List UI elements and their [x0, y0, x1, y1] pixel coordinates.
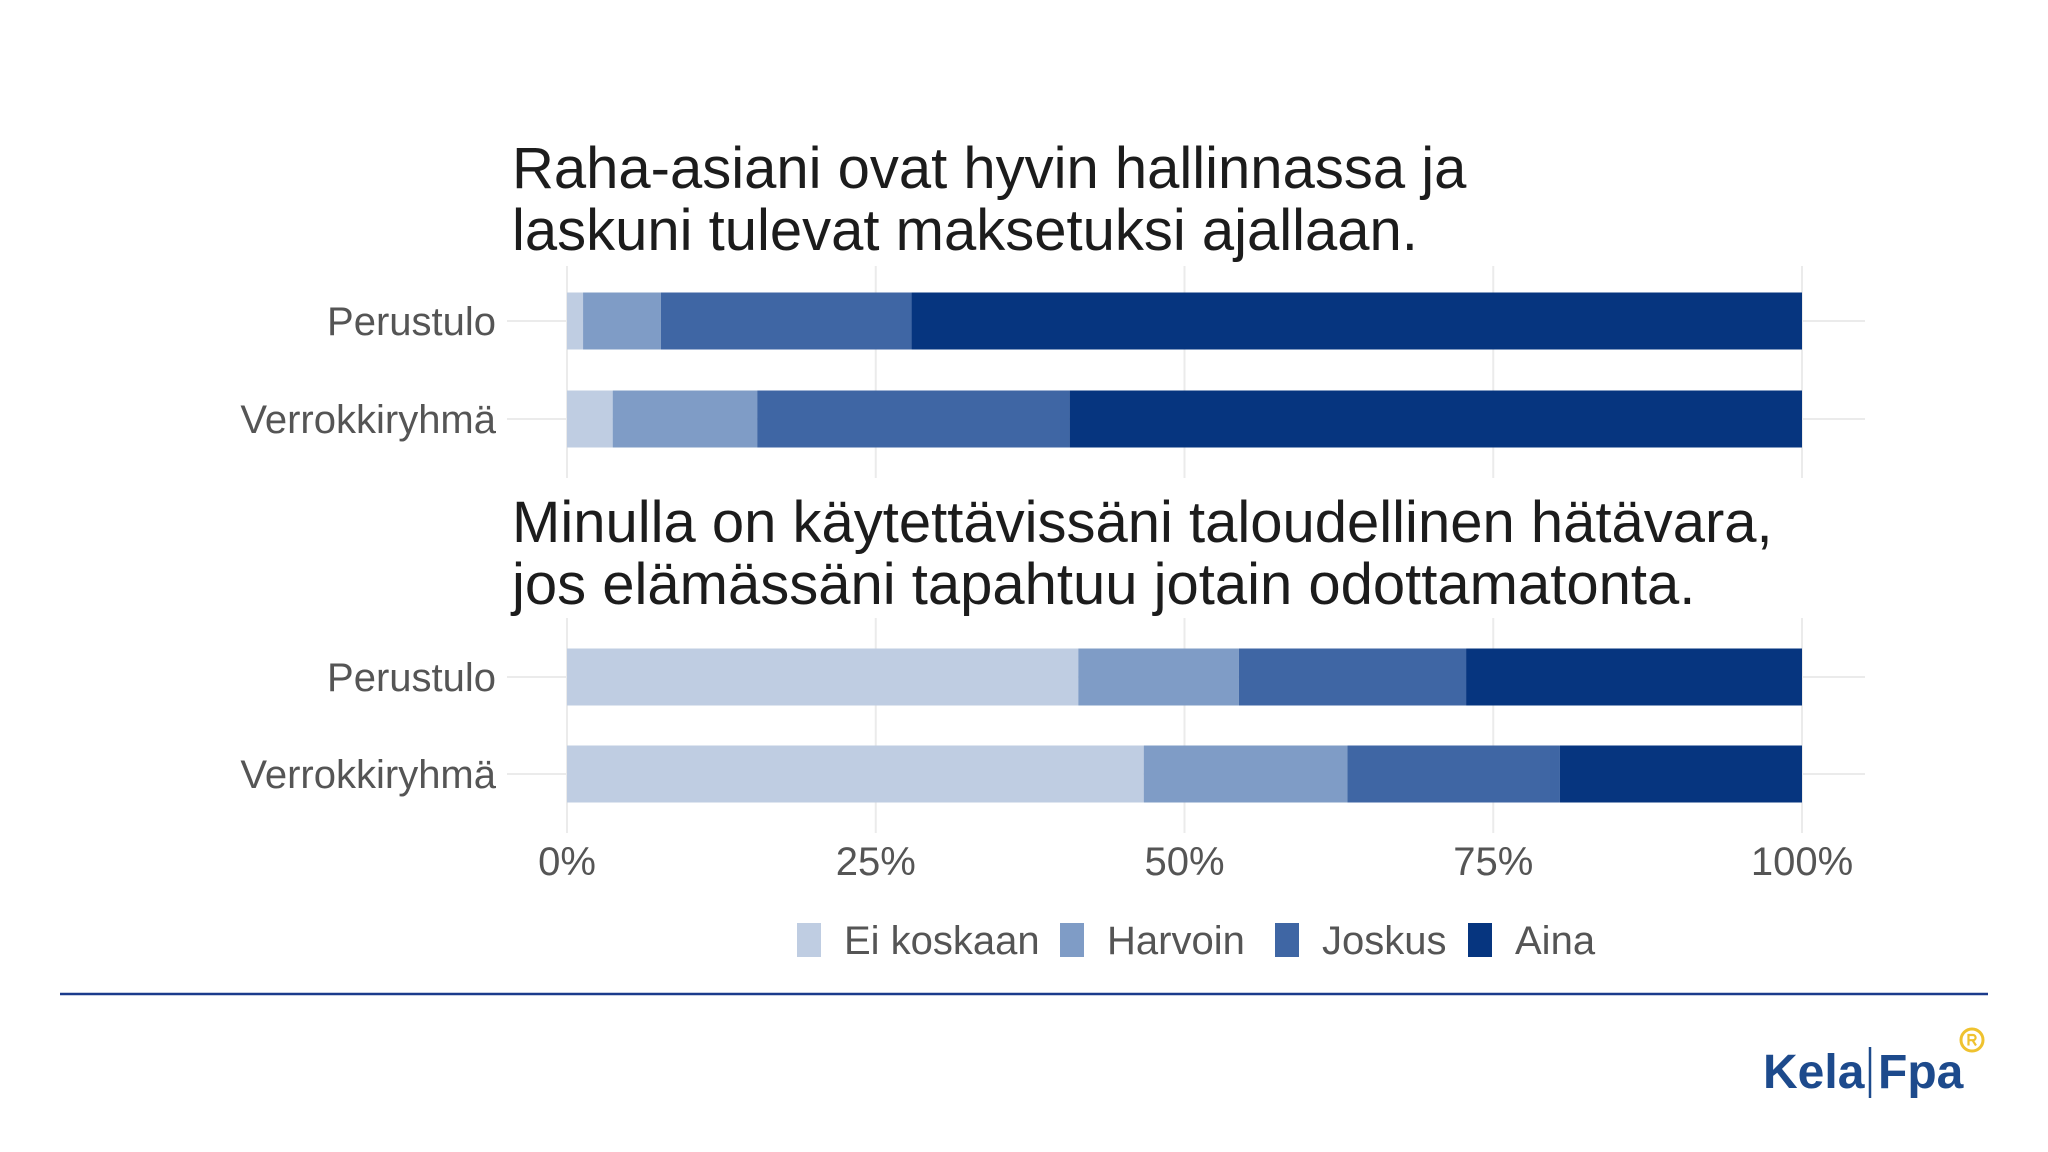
panel-title: Raha-asiani ovat hyvin hallinnassa ja la…	[512, 136, 1467, 263]
bar-segment-ei-koskaan	[567, 648, 1079, 706]
bar-segment-harvoin	[1143, 745, 1348, 803]
legend-key	[1275, 923, 1299, 957]
x-tick-label: 100%	[1751, 840, 1853, 884]
chart-panel: Perustulo Verrokkiryhmä	[240, 618, 1865, 833]
bar-segment-joskus	[1347, 745, 1560, 803]
bar-segment-joskus	[1238, 648, 1467, 706]
legend-item-joskus: Joskus	[1275, 919, 1447, 963]
legend: Ei koskaan Harvoin Joskus Aina	[797, 919, 1596, 963]
legend-item-ei-koskaan: Ei koskaan	[797, 919, 1040, 963]
logo-text-fpa: Fpa	[1878, 1046, 1964, 1099]
bar-segment-aina	[911, 292, 1802, 350]
panel-title: Minulla on käytettävissäni taloudellinen…	[512, 490, 1773, 617]
badge-glyph	[1967, 1033, 1977, 1047]
bar-segment-aina	[1559, 745, 1802, 803]
bar-segment-harvoin	[612, 390, 758, 448]
x-tick-label: 25%	[836, 840, 916, 884]
bar-segment-ei-koskaan	[567, 292, 584, 350]
y-axis-label: Perustulo	[327, 656, 496, 700]
legend-label: Aina	[1515, 919, 1596, 963]
legend-label: Joskus	[1322, 919, 1447, 963]
bar-segment-harvoin	[583, 292, 661, 350]
legend-item-aina: Aina	[1468, 919, 1596, 963]
legend-key	[1060, 923, 1084, 957]
badge-ring	[1959, 1027, 1985, 1053]
bar-segment-aina	[1069, 390, 1802, 448]
bar-segment-joskus	[757, 390, 1070, 448]
bar-segment-aina	[1466, 648, 1802, 706]
legend-label: Harvoin	[1107, 919, 1245, 963]
x-axis: 0% 25% 50% 75% 100%	[538, 840, 1853, 884]
y-axis-label: Verrokkiryhmä	[240, 398, 496, 442]
chart-panel: Perustulo Verrokkiryhmä	[240, 266, 1865, 478]
logo-text-kela: Kela	[1763, 1046, 1865, 1099]
bar-segment-ei-koskaan	[567, 745, 1144, 803]
kela-fpa-logo: Kela Fpa	[1763, 1027, 1985, 1099]
y-axis-label: Verrokkiryhmä	[240, 753, 496, 797]
legend-item-harvoin: Harvoin	[1060, 919, 1245, 963]
x-tick-label: 75%	[1453, 840, 1533, 884]
legend-key	[1468, 923, 1492, 957]
legend-key	[797, 923, 821, 957]
bar-segment-harvoin	[1078, 648, 1239, 706]
plot-area: Perustulo Verrokkiryhmä Perustulo Verrokkir…	[240, 266, 1865, 963]
registered-badge-icon	[1959, 1027, 1985, 1053]
bar-segment-ei-koskaan	[567, 390, 613, 448]
legend-label: Ei koskaan	[844, 919, 1040, 963]
x-tick-label: 50%	[1144, 840, 1224, 884]
bar-segment-joskus	[660, 292, 912, 350]
x-tick-label: 0%	[538, 840, 596, 884]
y-axis-label: Perustulo	[327, 300, 496, 344]
